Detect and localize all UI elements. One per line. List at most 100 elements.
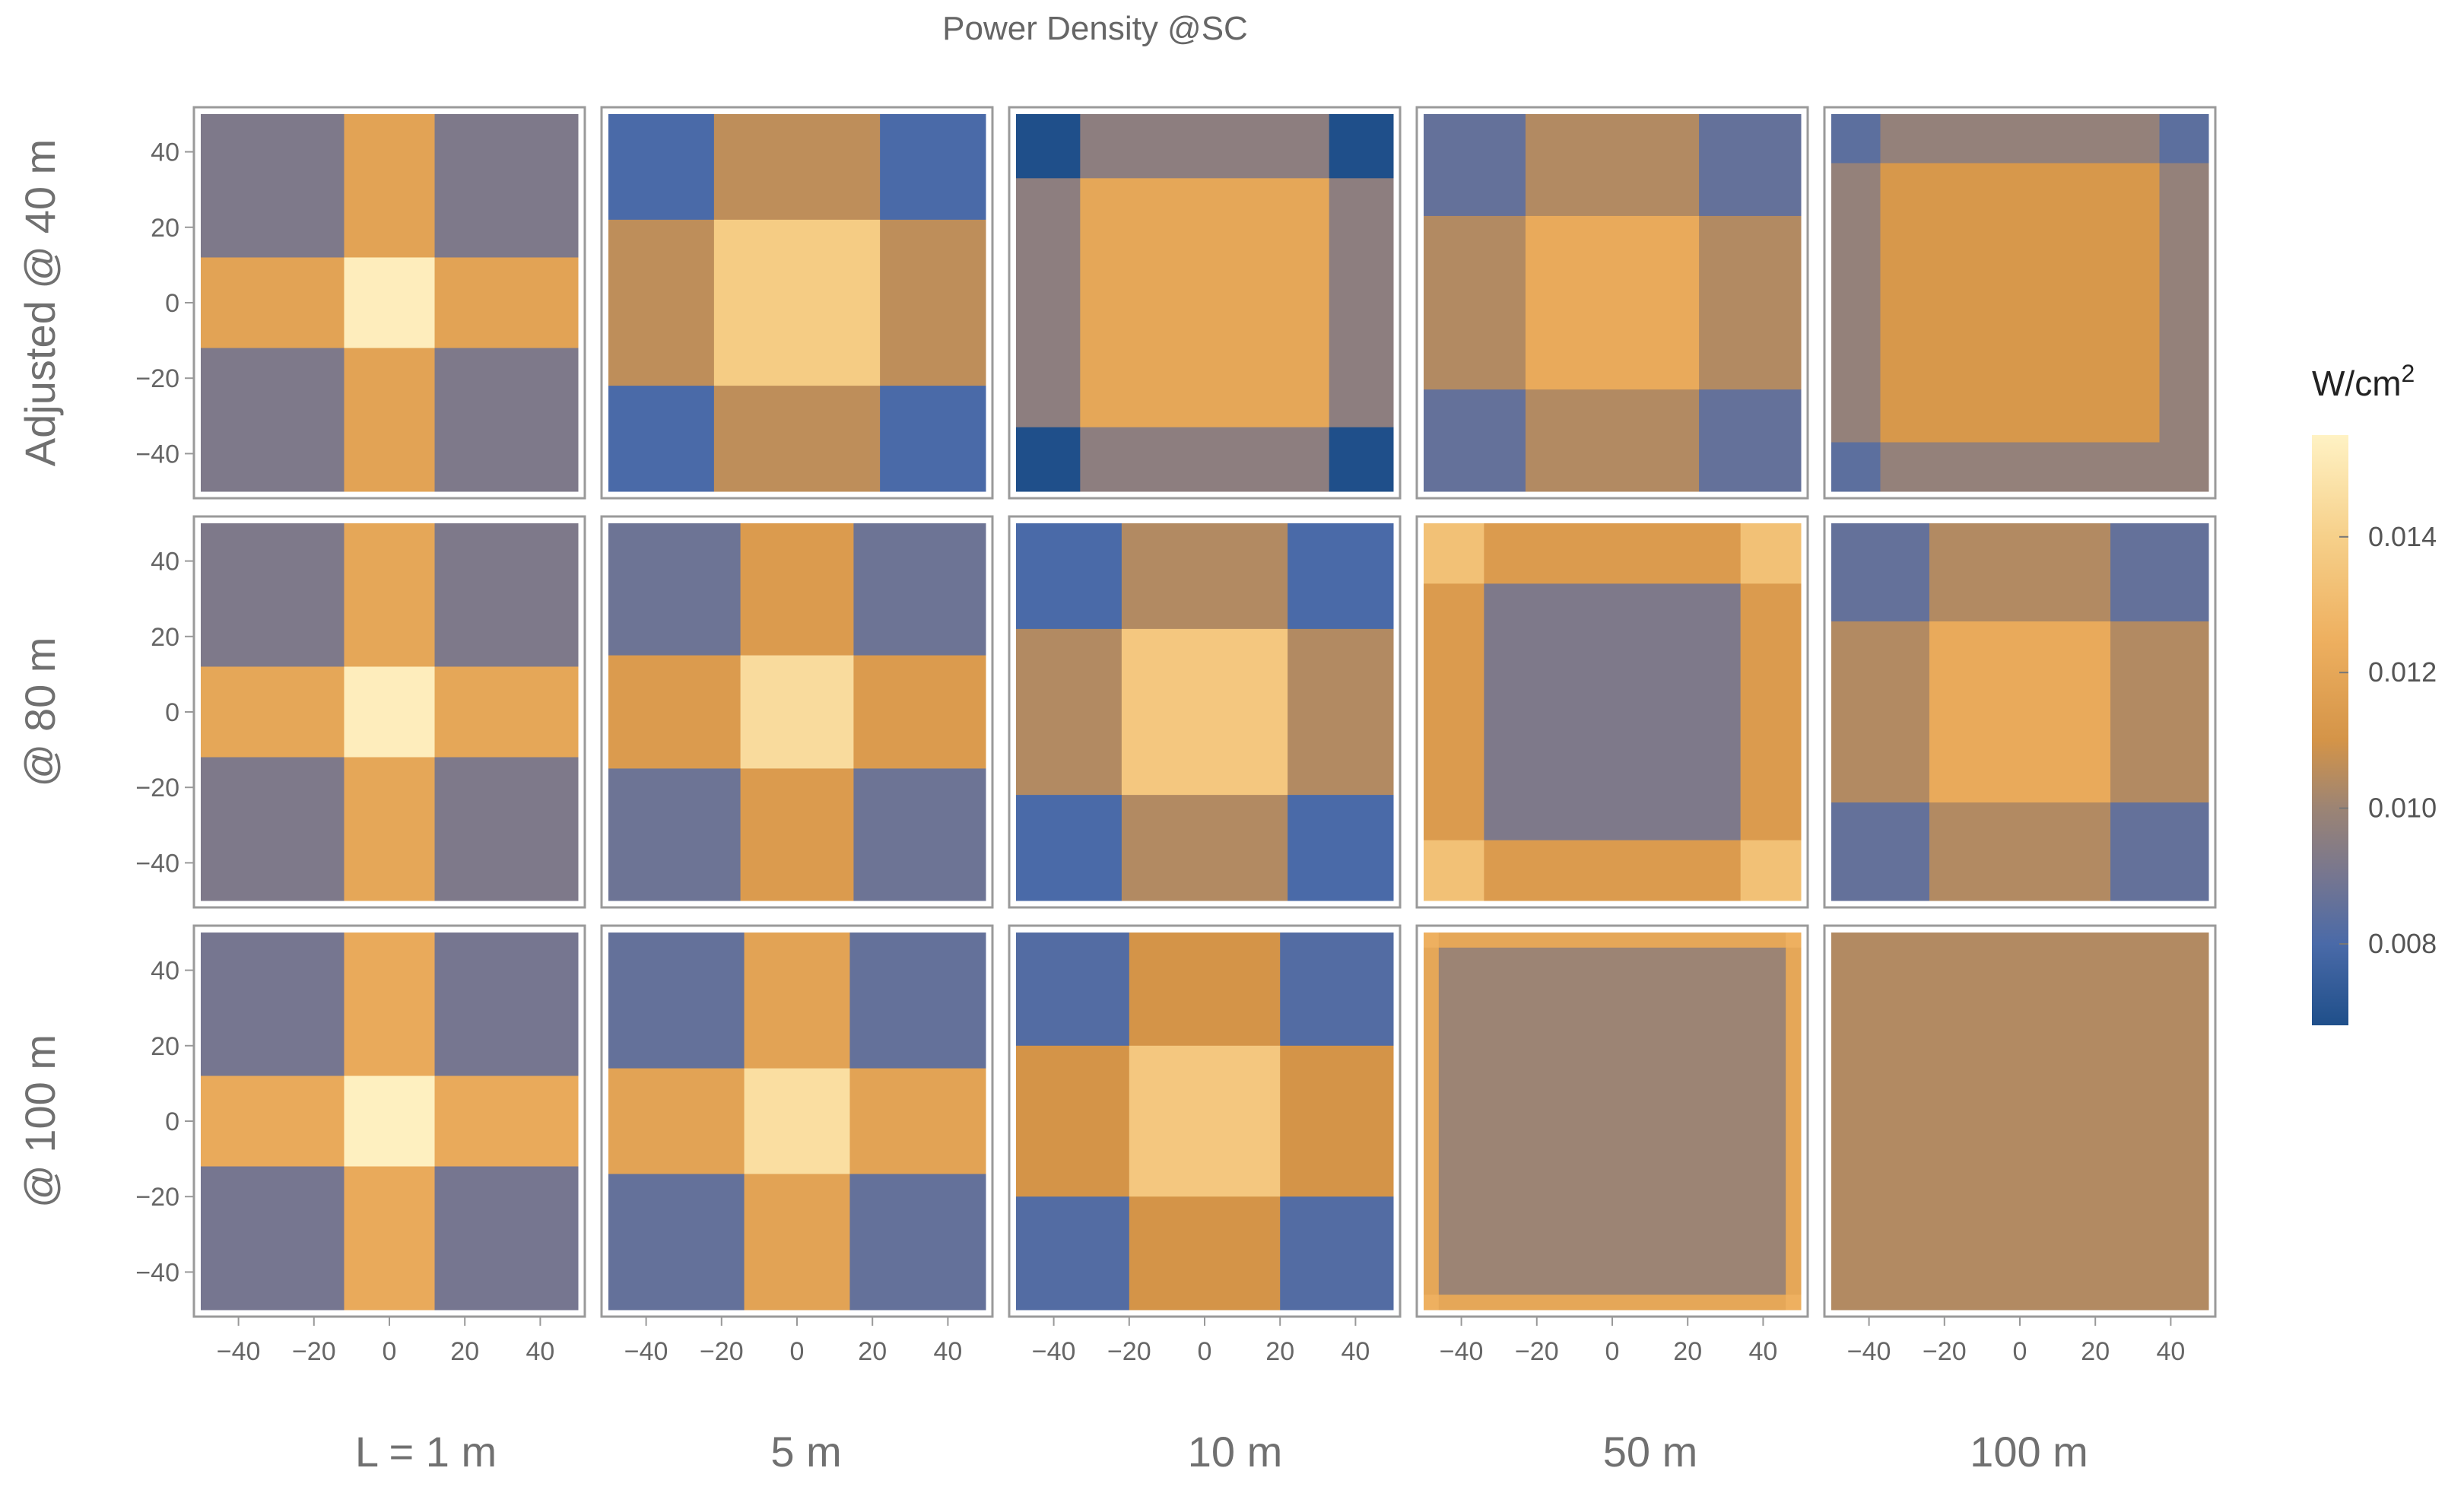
heat-cell [201,114,345,258]
heat-cell [1740,840,1802,901]
chart-title: Power Density @SC [942,10,1248,47]
heat-cell [434,933,579,1076]
heat-cell [1129,1196,1281,1311]
heat-cell [344,348,436,492]
panel-r1-c4 [1415,106,1809,500]
x-tick-label: 0 [383,1337,397,1366]
row-label: @ 100 m [16,1034,64,1208]
heat-cell [2110,802,2209,901]
heat-cell [201,757,345,901]
panel-r2-c4 [1415,515,1809,909]
heat-cell [740,655,854,769]
panel-r3-c5: −40 −20 0 20 40 [1823,924,2217,1366]
row-label: @ 80 m [16,637,64,787]
heat-cell [201,666,345,758]
column-labels: L = 1 m 5 m 10 m 50 m 100 m [355,1428,2088,1476]
row-label: Adjusted @ 40 m [16,139,64,466]
heat-cell [1699,389,1802,492]
heat-cell [853,655,986,769]
y-tick-label: 40 [151,138,179,167]
heat-cell [1831,933,2209,1311]
colorbar-gradient [2312,435,2348,1025]
x-tick-label: −20 [1515,1337,1559,1366]
colorbar-tick-label: 0.008 [2368,928,2437,959]
heat-cell [713,386,881,492]
heat-cell [344,1166,436,1311]
heat-cell [1424,947,1440,1295]
y-tick-label: 20 [151,214,179,243]
heat-cell [1121,628,1288,796]
panel-r1-c2 [600,106,994,500]
heat-cell [1438,947,1786,1295]
heat-cell [434,348,579,492]
heat-cell [880,114,986,221]
heat-cell [1288,628,1394,796]
heat-cell [1880,442,2161,492]
x-tick-label: −20 [700,1337,744,1366]
heat-cell [1831,442,1881,492]
heat-cell [1424,389,1526,492]
heat-cell [2110,523,2209,622]
heat-cell [201,1166,345,1311]
heat-cell [1929,621,2111,803]
heat-cell [1831,802,1930,901]
heat-cell [1016,523,1122,630]
heat-cell [1280,1045,1394,1197]
panel-r3-c2: −40 −20 0 20 40 [600,924,994,1366]
heat-cell [1016,628,1122,796]
heat-cell [849,933,986,1069]
y-tick-label: −20 [135,1183,179,1212]
x-tick-label: −40 [1440,1337,1484,1366]
heat-cell [1699,215,1802,390]
colorbar-tick-label: 0.010 [2368,793,2437,824]
panel-r3-c1: 40 20 0 −20 −40 −40 −20 0 20 40 [135,924,586,1366]
heat-cell [1329,178,1394,428]
x-tick-label: −20 [1107,1337,1151,1366]
heat-cell [713,114,881,221]
panel-r3-c4: −40 −20 0 20 40 [1415,924,1809,1366]
y-tick-label: −40 [135,849,179,878]
heat-cell [1121,523,1288,630]
heat-cell [434,523,579,667]
heat-cell [1329,427,1394,492]
x-tick-label: 40 [526,1337,554,1366]
heat-cell [1424,523,1484,584]
y-tick-label: −40 [135,1258,179,1287]
heat-cell [2159,442,2209,492]
heat-cell [2159,114,2209,164]
y-tick-label: −40 [135,440,179,469]
panel-r2-c2 [600,515,994,909]
heat-cell [608,523,741,656]
heat-cell [344,757,436,901]
heat-cell [1438,1295,1786,1311]
heat-cell [201,1076,345,1168]
heat-cell [713,219,881,386]
heat-cell [853,523,986,656]
column-label: 5 m [770,1428,841,1476]
heat-cell [1438,933,1786,948]
heat-cell [1280,933,1394,1047]
x-tick-label: −20 [292,1337,336,1366]
x-tick-label: 40 [2156,1337,2185,1366]
y-tick-label: 0 [165,289,179,318]
heat-cell [1016,933,1130,1047]
heat-cell [434,757,579,901]
x-tick-label: 0 [1198,1337,1212,1366]
heat-cell [1929,802,2111,901]
heat-cell [344,257,436,349]
heat-cell [2110,621,2209,803]
heat-cell [1016,114,1081,179]
heat-cell [849,1174,986,1311]
panel-r2-c5 [1823,515,2217,909]
heat-cell [740,523,854,656]
heat-cell [744,933,850,1069]
heat-cell [1831,523,1930,622]
heat-cell [1525,114,1700,217]
column-label: 50 m [1603,1428,1698,1476]
heat-cell [1786,933,1802,948]
heat-cell [608,1068,745,1174]
heat-cell [740,768,854,901]
heat-cell [1329,114,1394,179]
heat-cell [1424,215,1526,390]
row-labels: Adjusted @ 40 m @ 80 m @ 100 m [16,139,64,1208]
